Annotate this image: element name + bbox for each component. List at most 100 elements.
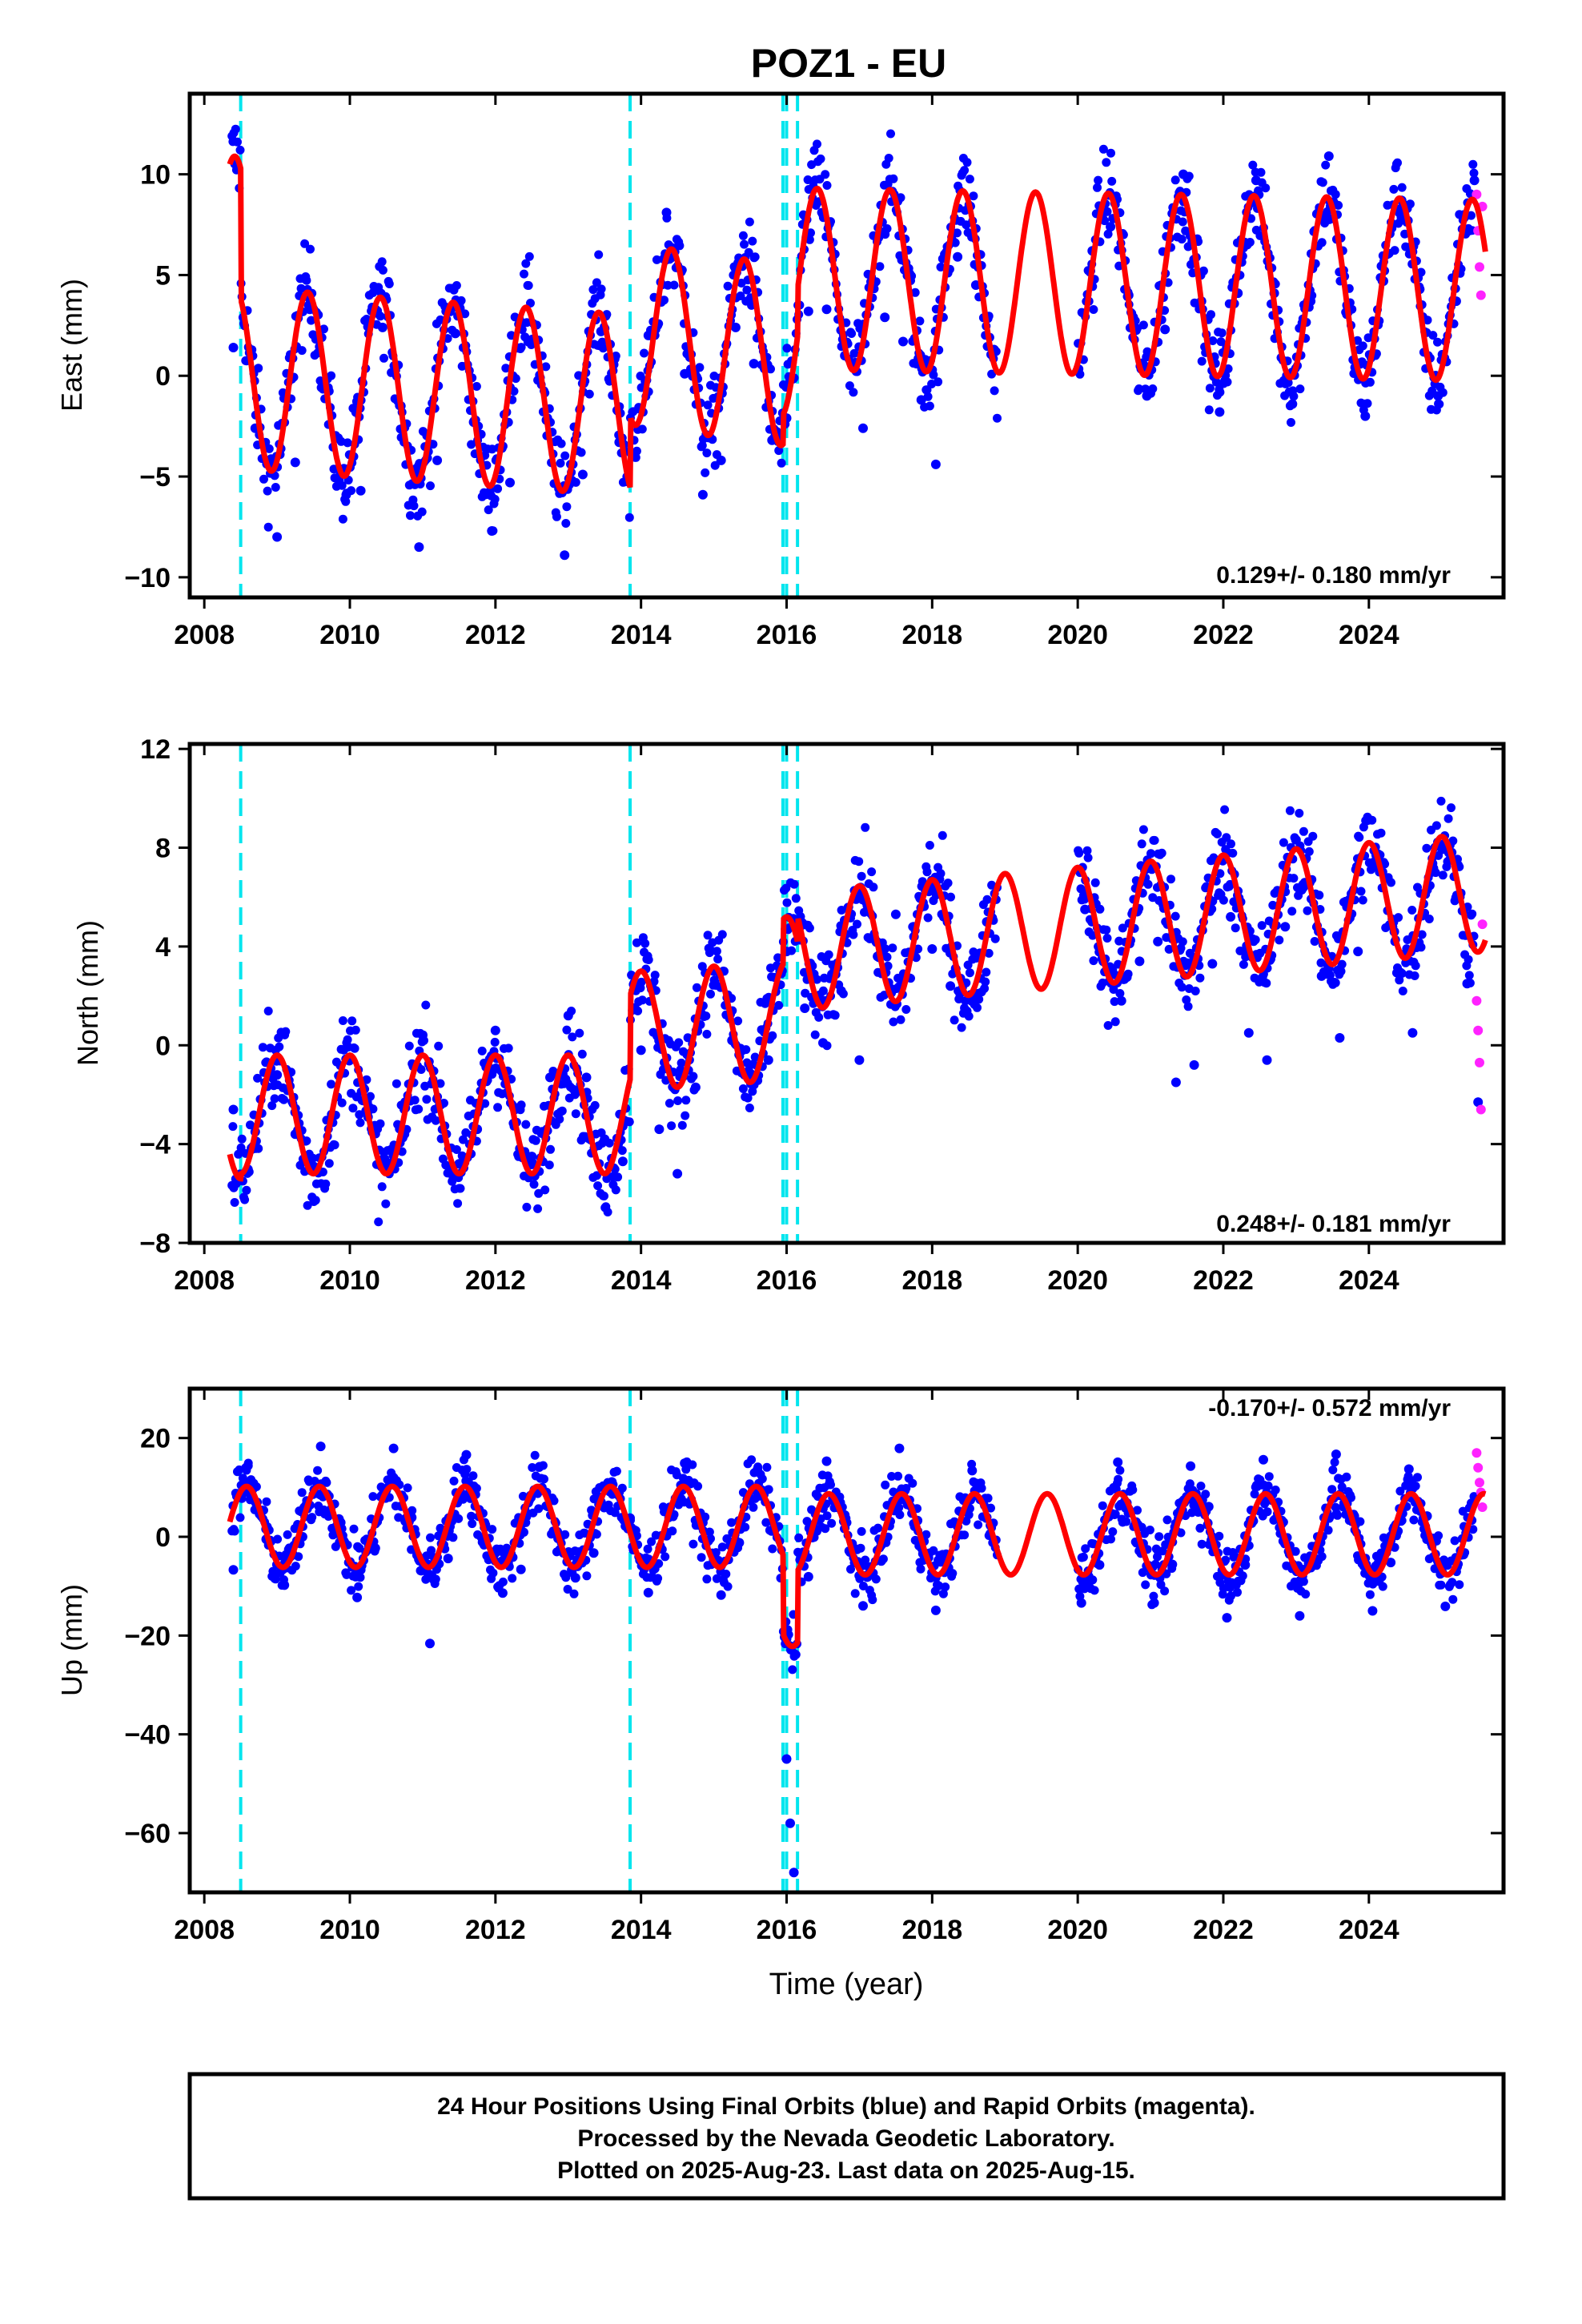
final-point xyxy=(375,312,385,321)
final-point xyxy=(1367,815,1377,825)
rapid-point xyxy=(1477,1502,1488,1512)
final-point xyxy=(847,329,857,338)
final-point xyxy=(275,1042,284,1051)
final-point xyxy=(1393,158,1402,167)
final-point xyxy=(738,231,748,240)
final-point xyxy=(916,395,926,405)
final-point xyxy=(1331,1449,1341,1459)
final-point xyxy=(1376,828,1386,838)
final-point xyxy=(1416,267,1426,277)
final-point xyxy=(736,292,745,300)
final-point xyxy=(653,1574,663,1583)
final-point xyxy=(1363,399,1372,408)
final-point xyxy=(467,440,476,449)
final-point xyxy=(527,1152,537,1162)
final-point xyxy=(460,309,470,319)
final-point xyxy=(813,139,821,149)
final-point xyxy=(814,1012,824,1022)
final-point xyxy=(417,507,427,517)
final-point xyxy=(523,336,533,347)
final-point xyxy=(861,1555,870,1565)
final-point xyxy=(1103,229,1113,239)
final-point xyxy=(858,1582,868,1590)
final-point xyxy=(929,370,938,380)
frame-east xyxy=(187,91,1506,600)
final-point xyxy=(801,988,810,998)
final-point xyxy=(762,1462,772,1472)
final-point xyxy=(1074,848,1084,858)
final-point xyxy=(1397,969,1407,978)
final-point xyxy=(1213,829,1222,838)
final-point xyxy=(800,1003,810,1013)
x-tick-label: 2024 xyxy=(1339,1915,1399,1945)
final-point xyxy=(867,867,877,877)
final-point xyxy=(716,1590,726,1600)
final-point xyxy=(764,1485,773,1494)
y-tick-label: −20 xyxy=(124,1621,171,1651)
final-point xyxy=(272,532,283,542)
final-point xyxy=(1134,384,1144,393)
plot-area-north xyxy=(227,744,1488,1243)
final-point xyxy=(431,1116,440,1125)
rapid-point xyxy=(1472,995,1482,1006)
final-point xyxy=(1106,1534,1115,1544)
final-point xyxy=(297,346,307,356)
final-point xyxy=(661,207,672,218)
final-point xyxy=(1473,1097,1484,1108)
final-point xyxy=(528,1463,537,1472)
final-point xyxy=(929,1546,938,1555)
final-point xyxy=(643,1587,653,1598)
final-point xyxy=(830,1011,840,1020)
final-point xyxy=(744,247,753,257)
final-point xyxy=(1407,1027,1418,1038)
final-point xyxy=(426,481,435,491)
final-point xyxy=(516,343,526,352)
final-point xyxy=(858,1601,868,1611)
final-point xyxy=(1435,400,1444,409)
y-tick-label: −60 xyxy=(124,1819,171,1849)
final-point xyxy=(1109,985,1118,994)
final-point xyxy=(427,1546,436,1555)
final-point xyxy=(1199,266,1208,275)
y-tick-label: −8 xyxy=(139,1228,171,1259)
x-tick-label: 2012 xyxy=(465,1265,526,1296)
final-point xyxy=(1088,1575,1098,1585)
panel-east: 2008 2010 2012 2014 2016 2018 2020 2022 2024 −10… xyxy=(55,91,1506,650)
final-point xyxy=(936,263,946,271)
final-point xyxy=(1227,1591,1235,1601)
final-point xyxy=(644,955,653,964)
final-point xyxy=(721,1570,731,1578)
final-point xyxy=(613,1172,623,1182)
final-point xyxy=(1287,399,1298,409)
final-point xyxy=(557,1106,567,1116)
final-point xyxy=(1197,356,1207,366)
final-point xyxy=(368,288,378,297)
final-point xyxy=(306,244,315,254)
final-point xyxy=(330,1140,339,1150)
final-point xyxy=(974,995,984,1004)
final-point xyxy=(258,1043,267,1052)
final-point xyxy=(650,971,660,980)
final-point xyxy=(1468,909,1477,919)
x-tick-label: 2018 xyxy=(902,620,963,650)
final-point xyxy=(522,318,532,328)
final-point xyxy=(948,1569,958,1578)
final-point xyxy=(1323,151,1334,161)
final-point xyxy=(1082,846,1092,855)
final-point xyxy=(561,519,571,528)
x-tick-label: 2024 xyxy=(1339,1265,1399,1296)
final-point xyxy=(669,280,679,290)
x-tick-label: 2012 xyxy=(465,1915,526,1945)
final-point xyxy=(1330,1458,1339,1467)
final-point xyxy=(1219,895,1228,905)
final-point xyxy=(417,1030,428,1040)
final-point xyxy=(960,1530,970,1540)
final-point xyxy=(964,1011,974,1021)
final-point xyxy=(384,279,394,288)
final-point xyxy=(1263,1507,1272,1517)
final-point xyxy=(697,489,708,500)
final-point xyxy=(789,879,799,889)
final-point xyxy=(1110,1510,1120,1519)
final-point xyxy=(1251,175,1261,186)
